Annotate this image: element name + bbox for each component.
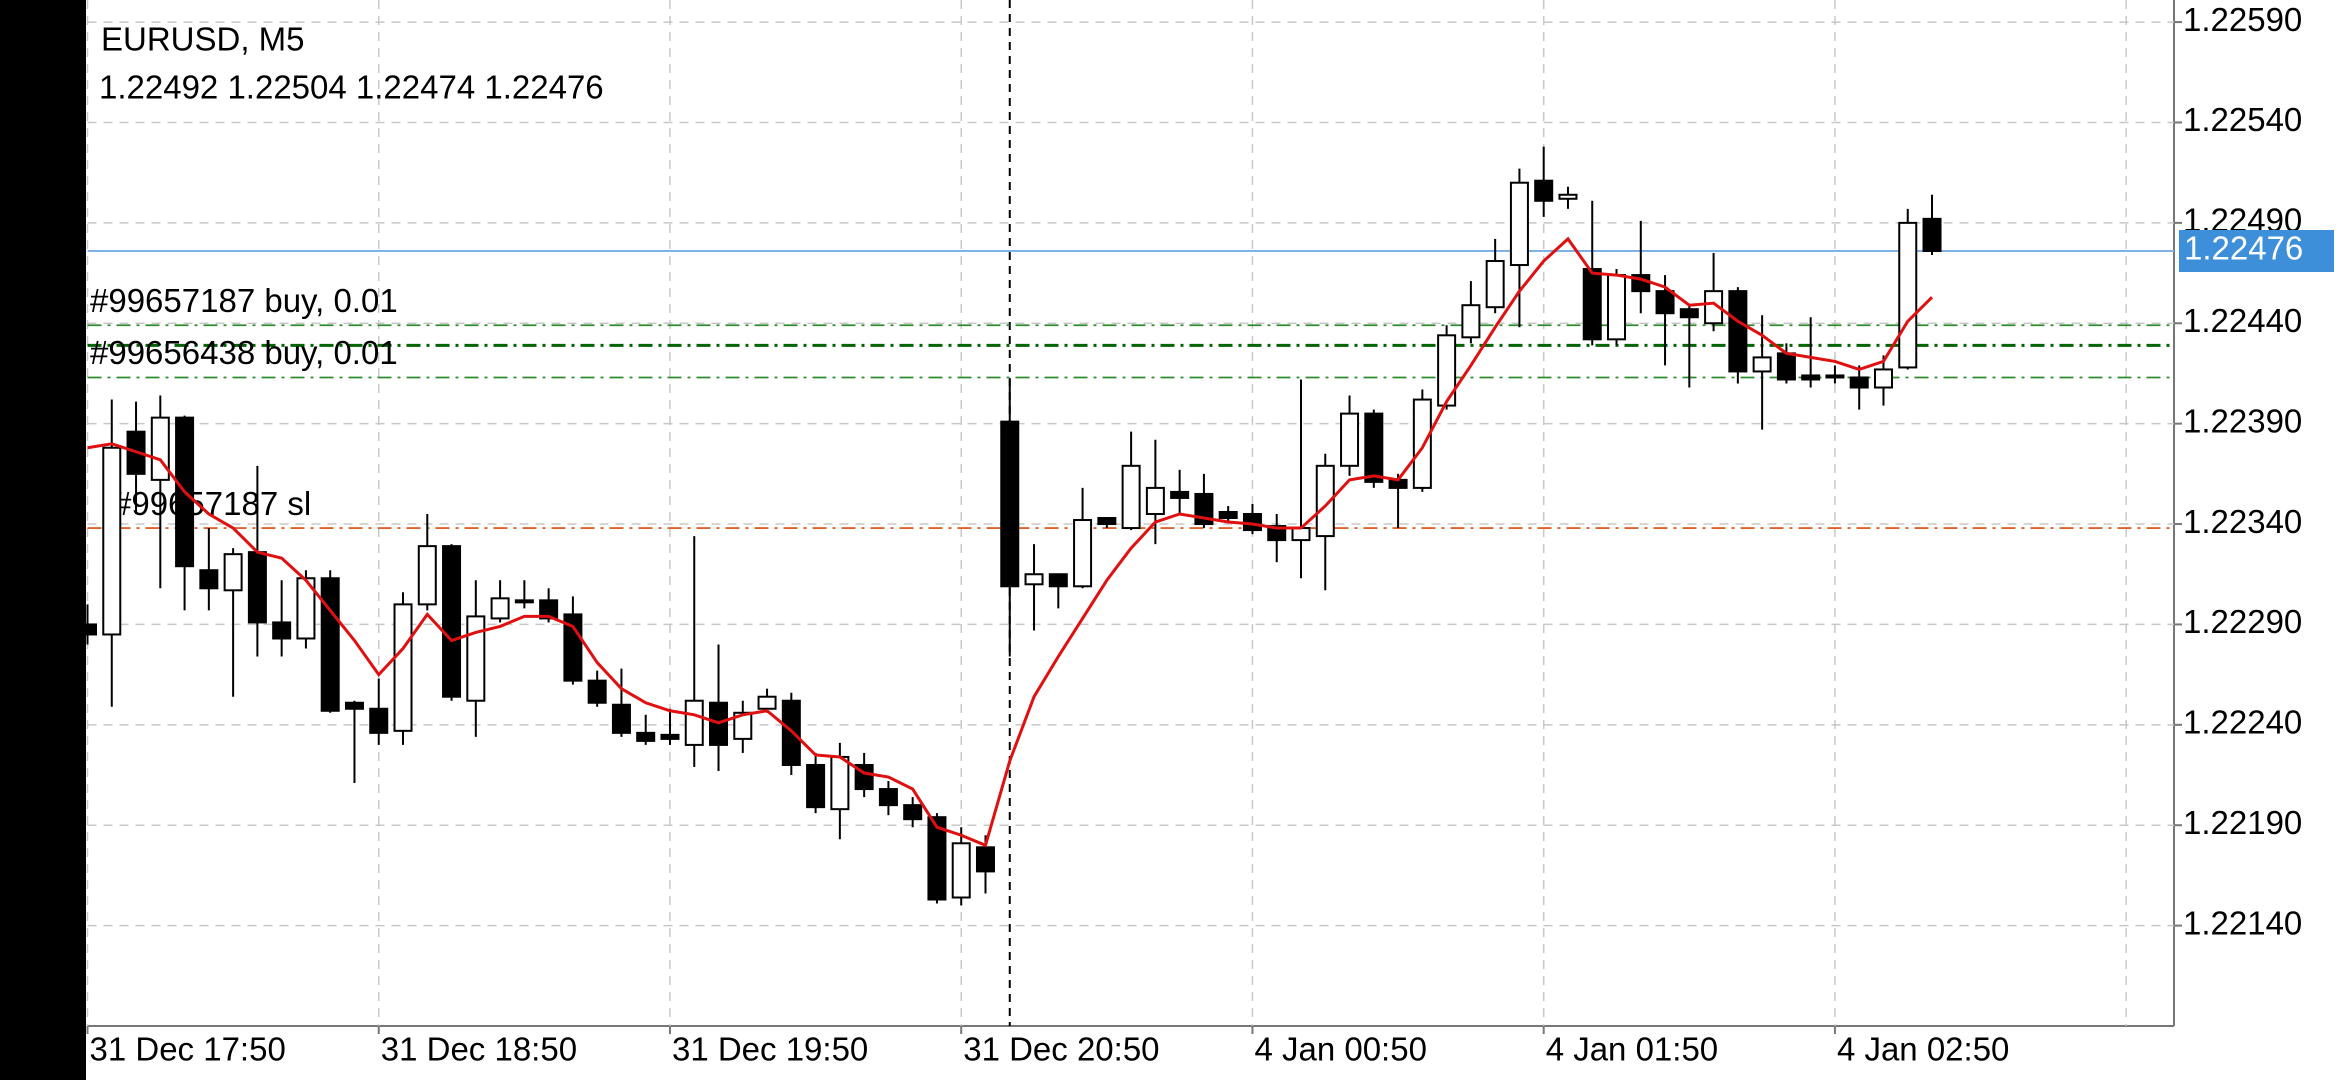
x-tick-label: 4 Jan 00:50: [1254, 1031, 1426, 1068]
chart-title: EURUSD, M5: [101, 21, 305, 58]
candle-body: [1558, 193, 1578, 200]
candle-body: [417, 545, 437, 606]
candle-body: [1121, 464, 1141, 530]
candle-body: [1340, 412, 1360, 467]
candle-body: [1097, 517, 1117, 526]
candle-body: [514, 599, 534, 604]
candle-body: [611, 703, 631, 734]
y-tick-label: 1.22190: [2183, 804, 2302, 841]
candle-body: [1873, 368, 1893, 389]
candle-body: [1024, 573, 1044, 586]
candle-body: [466, 615, 486, 702]
y-tick-label: 1.22140: [2183, 904, 2302, 941]
candle-body: [1485, 260, 1505, 309]
y-tick-label: 1.22390: [2183, 402, 2302, 439]
candle-body: [1145, 486, 1165, 516]
left-edge: [0, 0, 86, 1080]
candle-body: [975, 846, 995, 873]
candle-body: [150, 416, 170, 481]
candle-body: [903, 804, 923, 821]
candle-body: [1267, 525, 1287, 542]
candle-body: [660, 733, 680, 740]
candle-body: [102, 446, 122, 636]
x-tick-label: 4 Jan 02:50: [1837, 1031, 2009, 1068]
candle-body: [1315, 464, 1335, 538]
candle-body: [1849, 376, 1869, 389]
candle-body: [733, 711, 753, 740]
candle-body: [1291, 527, 1311, 542]
candle-body: [1073, 519, 1093, 588]
y-tick-label: 1.22340: [2183, 503, 2302, 540]
bid-label-box: [2179, 229, 2334, 272]
y-tick-label: 1.22440: [2183, 302, 2302, 339]
candle-body: [878, 788, 898, 807]
candle-body: [344, 701, 364, 710]
candle-body: [1170, 490, 1190, 499]
order-label: #99656438 buy, 0.01: [90, 334, 398, 371]
bid-label: 1.22476: [2184, 230, 2303, 267]
candle-body: [684, 699, 704, 746]
plot: #99657187 buy, 0.01#99656438 buy, 0.01#9…: [78, 0, 2174, 1026]
candle-body: [1776, 352, 1796, 381]
candle-body: [927, 816, 947, 901]
candle-body: [636, 731, 656, 742]
candle-body: [806, 763, 826, 809]
candle-body: [272, 621, 292, 640]
candle-body: [199, 569, 219, 590]
candle-body: [1000, 420, 1020, 588]
x-tick-label: 31 Dec 19:50: [672, 1031, 868, 1068]
candle-body: [1704, 290, 1724, 325]
x-tick-label: 31 Dec 17:50: [90, 1031, 286, 1068]
candle-body: [830, 755, 850, 811]
candle-body: [1679, 308, 1699, 319]
candle-body: [1437, 334, 1457, 407]
candle-body: [1048, 573, 1068, 588]
order-label: #99657187 buy, 0.01: [90, 282, 398, 319]
candle-body: [1461, 304, 1481, 339]
candle-body: [320, 577, 340, 712]
candle-body: [951, 842, 971, 899]
candle-body: [1218, 510, 1238, 520]
candle-body: [587, 679, 607, 704]
candle-body: [1801, 374, 1821, 381]
candle-body: [78, 623, 97, 636]
candle-body: [757, 695, 777, 710]
candle-body: [1607, 274, 1627, 341]
candle-body: [247, 551, 267, 624]
moving-average: [87, 236, 1934, 848]
candle-body: [1655, 290, 1675, 315]
candle-body: [369, 707, 389, 734]
candle-body: [1752, 356, 1772, 373]
y-tick-label: 1.22290: [2183, 603, 2302, 640]
x-tick-label: 31 Dec 20:50: [963, 1031, 1159, 1068]
candle-body: [490, 597, 510, 620]
candle-body: [1242, 513, 1262, 532]
x-tick-label: 4 Jan 01:50: [1546, 1031, 1718, 1068]
candle-body: [442, 545, 462, 698]
candle-body: [1898, 221, 1918, 369]
ohlc-readout: 1.22492 1.22504 1.22474 1.22476: [99, 69, 604, 106]
x-tick-label: 31 Dec 18:50: [381, 1031, 577, 1068]
candle-body: [1534, 179, 1554, 202]
candle-body: [223, 553, 243, 592]
candle-body: [1825, 374, 1845, 379]
candle-body: [1922, 217, 1942, 252]
candle-body: [1728, 290, 1748, 373]
candle-body: [393, 603, 413, 732]
candle-body: [1509, 181, 1529, 267]
y-tick-label: 1.22540: [2183, 101, 2302, 138]
y-tick-label: 1.22240: [2183, 704, 2302, 741]
candle-body: [1364, 412, 1384, 483]
y-tick-label: 1.22590: [2183, 1, 2302, 38]
candle-body: [539, 599, 559, 620]
candle-body: [1412, 398, 1432, 489]
candle-body: [1582, 268, 1602, 341]
